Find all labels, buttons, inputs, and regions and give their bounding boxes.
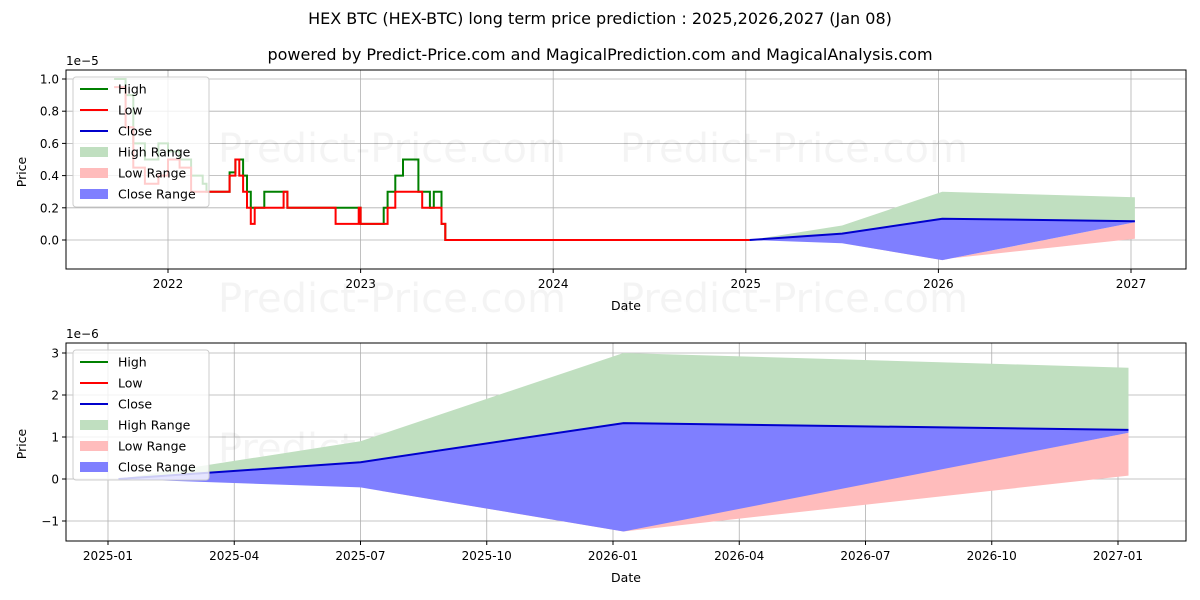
chart-subtitle: powered by Predict-Price.com and Magical… [267,45,933,64]
y-tick-label: 0.6 [40,137,59,151]
high-range-legend-swatch [80,147,108,157]
y-scale-exponent: 1e−5 [66,54,99,68]
close-line [118,422,1129,480]
high-range-area [118,353,1129,479]
low-range-legend-swatch [80,441,108,451]
y-tick-label: 0 [51,473,59,487]
legend: High Low Close High Range Low Range Close Ran… [72,76,210,208]
chart-title: HEX BTC (HEX-BTC) long term price predic… [308,9,892,28]
axes-frame [65,69,1187,270]
x-tick-label: 2026-10 [967,549,1017,563]
y-tick-label: 0.4 [40,169,59,183]
x-tick-label: 2025-07 [335,549,385,563]
low-range-area [749,222,1135,261]
x-tick-label: 2025-04 [209,549,259,563]
x-tick-label: 2025-10 [462,549,512,563]
y-tick-label: 2 [51,389,59,403]
y-tick-label: 0.8 [40,105,59,119]
legend-label-close: Close [118,397,152,412]
low-range-legend-swatch [80,168,108,178]
legend-label-low-range: Low Range [118,439,187,454]
legend-label-high-range: High Range [118,418,191,433]
watermark-text: Predict-Price.com [620,276,968,322]
y-axis-label: Price [14,428,29,459]
chart-panel-0: Predict-Price.com Predict-Price.com Predic… [14,54,1187,322]
y-tick-label: 1.0 [40,73,59,87]
x-tick-label: 2026-07 [840,549,890,563]
x-tick-label: 2022 [153,277,184,291]
y-axis-label: Price [14,156,29,187]
close-line [749,217,1135,241]
x-tick-label: 2026-01 [588,549,638,563]
low-range-area [118,432,1129,532]
axes-frame [65,342,1187,542]
x-tick-label: 2026 [923,277,954,291]
close-range-area [749,218,1135,261]
x-tick-label: 2027 [1116,277,1147,291]
close-range-legend-swatch [80,462,108,472]
close-range-legend-swatch [80,189,108,199]
watermark-text: Predict-Price.com [218,276,566,322]
x-tick-label: 2026-04 [714,549,764,563]
x-tick-label: 2027-01 [1093,549,1143,563]
high-range-legend-swatch [80,420,108,430]
legend-label-low: Low [118,376,143,391]
legend-label-high: High [118,82,147,97]
watermark-text: Predict-Price.com [620,126,968,172]
legend-label-high: High [118,355,147,370]
x-tick-label: 2025 [731,277,762,291]
legend: High Low Close High Range Low Range Close Ran… [72,349,210,481]
y-tick-label: 0.2 [40,201,59,215]
high-range-area [749,191,1135,240]
y-scale-exponent: 1e−6 [66,327,99,341]
legend-label-low: Low [118,103,143,118]
y-tick-label: 3 [51,347,59,361]
chart-panel-1: Predict-Price.comPredict-Price.com3210−1… [14,327,1187,585]
y-tick-label: 0.0 [40,234,59,248]
x-tick-label: 2024 [538,277,569,291]
x-tick-label: 2023 [345,277,376,291]
legend-label-high-range: High Range [118,145,191,160]
y-tick-label: 1 [51,431,59,445]
legend-label-low-range: Low Range [118,166,187,181]
legend-label-close-range: Close Range [118,187,196,202]
legend-label-close-range: Close Range [118,460,196,475]
watermark-text: Predict-Price.com [218,126,566,172]
close-range-area [118,423,1129,532]
x-tick-label: 2025-01 [83,549,133,563]
x-axis-label: Date [611,298,641,313]
x-axis-label: Date [611,570,641,585]
legend-label-close: Close [118,124,152,139]
y-tick-label: −1 [41,515,59,529]
